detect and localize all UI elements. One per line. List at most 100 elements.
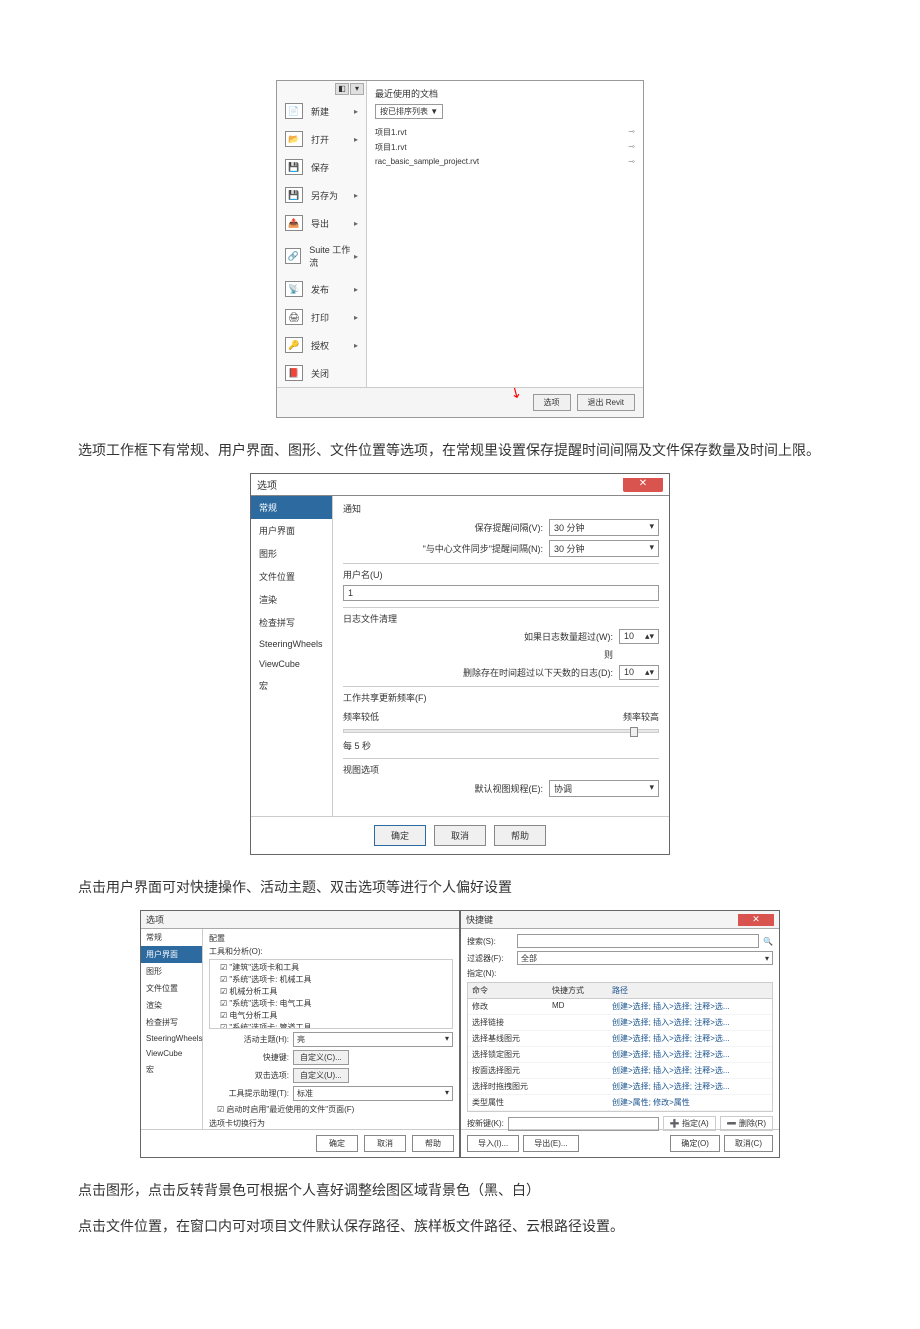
pin-icon[interactable]: ⊸	[628, 157, 635, 166]
log-group-title: 日志文件清理	[343, 612, 659, 625]
sidebar-item[interactable]: 用户界面	[141, 946, 202, 963]
menu-item[interactable]: 🖨打印▸	[277, 303, 366, 331]
menu-item[interactable]: 🔑授权▸	[277, 331, 366, 359]
sidebar-item[interactable]: 常规	[251, 496, 332, 519]
menu-item[interactable]: 📡发布▸	[277, 275, 366, 303]
menu-item[interactable]: 📤导出▸	[277, 209, 366, 237]
config-title: 配置	[209, 933, 453, 944]
cell-command: 选择时拖拽图元	[468, 1079, 548, 1094]
menu-item[interactable]: 📂打开▸	[277, 125, 366, 153]
menu-item[interactable]: 💾保存	[277, 153, 366, 181]
help-button[interactable]: 帮助	[412, 1135, 454, 1152]
search-icon[interactable]: 🔍	[763, 937, 773, 946]
sidebar-item[interactable]: SteeringWheels	[141, 1031, 202, 1046]
username-input[interactable]: 1	[343, 585, 659, 601]
sidebar-item[interactable]: 图形	[141, 963, 202, 980]
sidebar-item[interactable]: 渲染	[251, 588, 332, 611]
table-row[interactable]: 类型属性创建>属性; 修改>属性	[468, 1095, 772, 1111]
exit-button[interactable]: 退出 Revit	[577, 394, 635, 411]
table-row[interactable]: 修改MD创建>选择; 插入>选择; 注释>选...	[468, 999, 772, 1015]
theme-dropdown[interactable]: 亮▾	[293, 1032, 453, 1047]
table-row[interactable]: 选择链接创建>选择; 插入>选择; 注释>选...	[468, 1015, 772, 1031]
sidebar-item[interactable]: 常规	[141, 929, 202, 946]
table-row[interactable]: 选择时拖拽图元创建>选择; 插入>选择; 注释>选...	[468, 1079, 772, 1095]
pin-icon[interactable]: ⊸	[628, 127, 635, 138]
recent-file-item[interactable]: 项目1.rvt⊸	[375, 125, 635, 140]
tooltip-dropdown[interactable]: 标准▾	[293, 1086, 453, 1101]
tool-checkbox[interactable]: "系统"选项卡: 电气工具	[212, 998, 450, 1009]
log-count-spinner[interactable]: 10▴▾	[619, 629, 659, 644]
menu-item[interactable]: 📕关闭	[277, 359, 366, 387]
sidebar-item[interactable]: SteeringWheels	[251, 634, 332, 654]
import-button[interactable]: 导入(I)...	[467, 1135, 519, 1152]
table-row[interactable]: 按面选择图元创建>选择; 插入>选择; 注释>选...	[468, 1063, 772, 1079]
sidebar-item[interactable]: 文件位置	[251, 565, 332, 588]
recent-filter-dropdown[interactable]: 按已排序列表 ▼	[375, 104, 443, 119]
sidebar-item[interactable]: 检查拼写	[251, 611, 332, 634]
menu-icon: 💾	[285, 187, 303, 203]
ok-button[interactable]: 确定	[316, 1135, 358, 1152]
sidebar-item[interactable]: 文件位置	[141, 980, 202, 997]
pin-icon[interactable]: ⊸	[628, 142, 635, 153]
cell-path: 创建>属性; 修改>属性	[608, 1095, 772, 1110]
ok-button[interactable]: 确定	[374, 825, 426, 846]
sidebar-item[interactable]: 渲染	[141, 997, 202, 1014]
sidebar-item[interactable]: ViewCube	[141, 1046, 202, 1061]
export-button[interactable]: 导出(E)...	[523, 1135, 578, 1152]
cancel-button[interactable]: 取消(C)	[724, 1135, 773, 1152]
ribbon-dropdown-icon[interactable]: ▾	[350, 83, 364, 95]
sidebar-item[interactable]: 检查拼写	[141, 1014, 202, 1031]
cell-shortcut	[548, 1063, 608, 1078]
new-key-input[interactable]	[508, 1117, 659, 1131]
shortcut-customize-button[interactable]: 自定义(C)...	[293, 1050, 349, 1065]
cell-path: 创建>属性; 视图>窗口; 修改>属...	[608, 1111, 772, 1112]
ok-button[interactable]: 确定(O)	[670, 1135, 720, 1152]
sidebar-item[interactable]: ViewCube	[251, 654, 332, 674]
tool-checkbox[interactable]: "系统"选项卡: 管道工具	[212, 1022, 450, 1029]
options-sidebar: 常规用户界面图形文件位置渲染检查拼写SteeringWheelsViewCube…	[141, 929, 203, 1129]
table-row[interactable]: 选择基线图元创建>选择; 插入>选择; 注释>选...	[468, 1031, 772, 1047]
cell-shortcut: PP	[548, 1111, 608, 1112]
tool-checkbox[interactable]: "建筑"选项卡和工具	[212, 962, 450, 973]
filter-dropdown[interactable]: 全部▾	[517, 951, 773, 965]
sidebar-item[interactable]: 宏	[141, 1061, 202, 1078]
menu-item[interactable]: 🔗Suite 工作流▸	[277, 237, 366, 275]
close-icon[interactable]: ✕	[623, 478, 663, 492]
save-interval-dropdown[interactable]: 30 分钟▾	[549, 519, 659, 536]
tool-checkbox[interactable]: 机械分析工具	[212, 986, 450, 997]
tool-checkbox[interactable]: 电气分析工具	[212, 1010, 450, 1021]
ribbon-toggle-icon[interactable]: ◧	[335, 83, 349, 95]
sidebar-item[interactable]: 图形	[251, 542, 332, 565]
dblclick-customize-button[interactable]: 自定义(U)...	[293, 1068, 349, 1083]
sidebar-item[interactable]: 用户界面	[251, 519, 332, 542]
freq-group-title: 工作共享更新频率(F)	[343, 691, 659, 704]
cell-command: 选择锁定图元	[468, 1047, 548, 1062]
app-menu-bottom: ↘ 选项 退出 Revit	[277, 388, 643, 417]
help-button[interactable]: 帮助	[494, 825, 546, 846]
recent-files-checkbox[interactable]: 启动时启用"最近使用的文件"页面(F)	[209, 1104, 453, 1115]
tool-checkbox[interactable]: "系统"选项卡: 机械工具	[212, 974, 450, 985]
menu-item[interactable]: 📄新建▸	[277, 97, 366, 125]
table-row[interactable]: 属性PP创建>属性; 视图>窗口; 修改>属...	[468, 1111, 772, 1112]
search-input[interactable]	[517, 934, 759, 948]
freq-slider[interactable]	[343, 729, 659, 733]
menu-label: 另存为	[311, 189, 338, 202]
app-menu-screenshot: ◧▾ 📄新建▸📂打开▸💾保存💾另存为▸📤导出▸🔗Suite 工作流▸📡发布▸🖨打…	[276, 80, 644, 418]
log-days-spinner[interactable]: 10▴▾	[619, 665, 659, 680]
recent-file-item[interactable]: 项目1.rvt⊸	[375, 140, 635, 155]
menu-icon: 🖨	[285, 309, 303, 325]
remove-key-button[interactable]: ➖ 删除(R)	[720, 1116, 773, 1131]
default-view-dropdown[interactable]: 协调▾	[549, 780, 659, 797]
assign-key-button[interactable]: ➕ 指定(A)	[663, 1116, 716, 1131]
menu-item[interactable]: 💾另存为▸	[277, 181, 366, 209]
close-icon[interactable]: ✕	[738, 914, 774, 926]
sync-interval-dropdown[interactable]: 30 分钟▾	[549, 540, 659, 557]
cancel-button[interactable]: 取消	[434, 825, 486, 846]
recent-file-item[interactable]: rac_basic_sample_project.rvt⊸	[375, 155, 635, 168]
options-button[interactable]: 选项	[533, 394, 571, 411]
cancel-button[interactable]: 取消	[364, 1135, 406, 1152]
col-command: 命令	[468, 983, 548, 998]
table-row[interactable]: 选择锁定图元创建>选择; 插入>选择; 注释>选...	[468, 1047, 772, 1063]
sidebar-item[interactable]: 宏	[251, 674, 332, 697]
recent-files-panel: 最近使用的文档 按已排序列表 ▼ 项目1.rvt⊸项目1.rvt⊸rac_bas…	[367, 81, 643, 387]
